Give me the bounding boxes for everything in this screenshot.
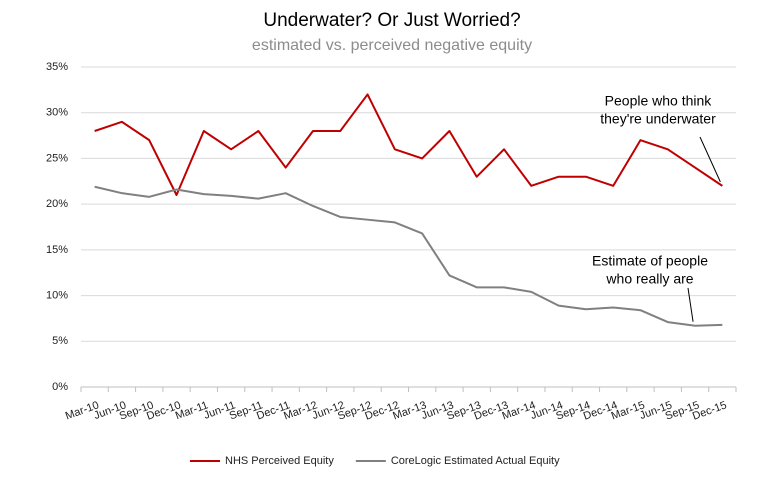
y-tick-label: 0% xyxy=(52,381,68,393)
y-tick-label: 10% xyxy=(46,289,68,301)
annotation: Estimate of people xyxy=(592,253,708,269)
annotation-arrow xyxy=(699,136,721,183)
legend-label: CoreLogic Estimated Actual Equity xyxy=(391,455,560,467)
annotation: who really are xyxy=(605,271,693,287)
y-tick-label: 5% xyxy=(52,335,68,347)
y-tick-label: 15% xyxy=(46,244,68,256)
y-tick-label: 20% xyxy=(46,198,68,210)
chart-subtitle: estimated vs. perceived negative equity xyxy=(252,37,532,54)
series-line xyxy=(94,185,723,327)
annotation: People who think xyxy=(605,93,713,109)
annotation-arrow xyxy=(687,287,694,322)
chart-title: Underwater? Or Just Worried? xyxy=(263,10,520,31)
legend-label: NHS Perceived Equity xyxy=(225,455,334,467)
y-tick-label: 30% xyxy=(46,107,68,119)
y-tick-label: 35% xyxy=(46,61,68,73)
y-tick-label: 25% xyxy=(46,152,68,164)
annotation: they're underwater xyxy=(600,111,716,127)
series-line xyxy=(94,93,723,196)
